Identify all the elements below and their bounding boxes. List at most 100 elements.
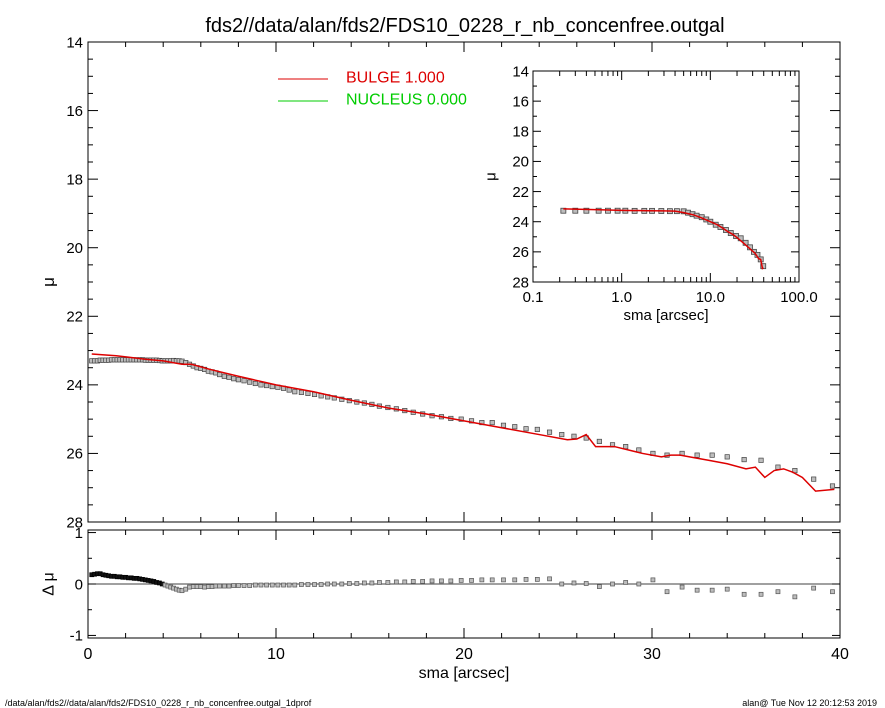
data-point <box>546 429 553 435</box>
data-point <box>258 382 264 388</box>
residual-point <box>369 580 375 586</box>
residual-point <box>458 578 464 583</box>
inset-y-axis-label: μ <box>482 172 499 181</box>
residual-point <box>623 580 629 585</box>
residual-point <box>318 582 324 587</box>
inset-y-tick-label: 18 <box>512 124 529 141</box>
residual-point <box>202 584 207 590</box>
residual-point <box>709 587 715 593</box>
data-point <box>305 390 311 396</box>
residual-point <box>393 579 399 585</box>
data-point <box>512 424 518 430</box>
residual-point <box>439 578 444 584</box>
data-point <box>571 433 577 439</box>
residual-point <box>346 581 352 586</box>
resid-y-tick-label: 0 <box>75 576 83 593</box>
residual-point <box>830 589 835 595</box>
residual-point <box>610 581 615 587</box>
residual-point <box>571 580 577 586</box>
inset-x-tick-label: 100.0 <box>780 289 818 306</box>
residual-point <box>583 581 589 586</box>
residual-point <box>811 585 817 591</box>
residual-point <box>187 584 192 590</box>
inset-y-tick-label: 28 <box>512 274 529 291</box>
residual-point <box>252 582 258 588</box>
y-tick-label: 22 <box>66 309 83 326</box>
residual-point <box>247 583 253 588</box>
y-tick-label: 24 <box>66 377 83 394</box>
residual-point <box>179 588 185 594</box>
main-plot: 14 16 18 20 22 24 26 28 μ BULGE 1.000 NUCLEUS 0.00… <box>39 34 841 531</box>
resid-y-tick-label: 1 <box>75 525 83 542</box>
residual-point <box>354 581 360 586</box>
residual-point <box>775 589 781 595</box>
residual-point <box>479 577 485 583</box>
x-tick-label: 20 <box>455 646 473 663</box>
residual-point <box>679 584 685 590</box>
data-point <box>468 418 475 424</box>
data-point <box>534 426 540 432</box>
residual-point <box>198 584 204 589</box>
inset-plot-frame <box>532 70 800 283</box>
data-point <box>623 444 629 450</box>
residual-point <box>217 583 222 589</box>
residual-point <box>264 582 269 588</box>
residual-point <box>489 577 495 583</box>
data-point <box>829 483 836 489</box>
residual-point <box>402 579 408 585</box>
residual-point <box>694 587 700 593</box>
residual-point <box>385 580 391 585</box>
residual-point <box>292 582 298 588</box>
data-point <box>226 374 232 380</box>
inset-y-tick-label: 22 <box>512 184 529 201</box>
footer-timestamp: alan@ Tue Nov 12 20:12:53 2019 <box>742 698 877 708</box>
residual-point <box>650 577 656 583</box>
residual-point <box>534 577 540 582</box>
y-axis-label: μ <box>39 277 58 287</box>
data-point <box>221 373 227 379</box>
residual-point <box>512 577 518 583</box>
data-point <box>241 378 247 384</box>
footer-file-path: /data/alan/fds2//data/alan/fds2/FDS10_02… <box>5 698 312 708</box>
y-tick-label: 16 <box>66 103 83 120</box>
y-tick-label: 28 <box>66 514 83 531</box>
data-point <box>264 382 270 389</box>
residual-point <box>312 582 317 587</box>
residual-point <box>597 584 602 589</box>
x-axis-label: sma [arcsec] <box>419 665 510 682</box>
x-tick-label: 0 <box>84 646 93 663</box>
inset-y-tick-label: 16 <box>512 93 529 110</box>
data-point <box>231 376 237 382</box>
data-point <box>559 432 565 438</box>
residual-point <box>286 582 292 588</box>
y-tick-label: 14 <box>66 34 83 51</box>
y-tick-label: 26 <box>66 446 83 463</box>
resid-y-axis-label: Δ μ <box>41 572 58 595</box>
data-point <box>741 457 747 463</box>
inset-x-tick-label: 0.1 <box>523 289 544 306</box>
residual-point <box>636 581 642 587</box>
data-point <box>709 452 715 458</box>
residual-point <box>305 582 311 587</box>
residual-point <box>236 583 241 588</box>
residual-point <box>410 579 416 584</box>
data-point <box>500 422 507 428</box>
residual-point <box>269 582 275 588</box>
data-point <box>217 372 223 378</box>
inset-y-tick-label: 24 <box>512 214 529 231</box>
inset-x-tick-label: 1.0 <box>611 289 632 306</box>
inset-data-point <box>560 207 567 214</box>
data-point <box>694 452 700 458</box>
residual-point <box>420 579 425 584</box>
data-point <box>758 457 764 463</box>
residual-point <box>741 591 747 597</box>
data-point <box>235 377 241 383</box>
inset-y-tick-label: 20 <box>512 154 529 171</box>
residual-point <box>258 582 264 588</box>
bulge-model-line <box>91 353 835 492</box>
residual-point <box>190 584 196 589</box>
residual-point <box>559 581 565 587</box>
data-point <box>292 389 298 395</box>
